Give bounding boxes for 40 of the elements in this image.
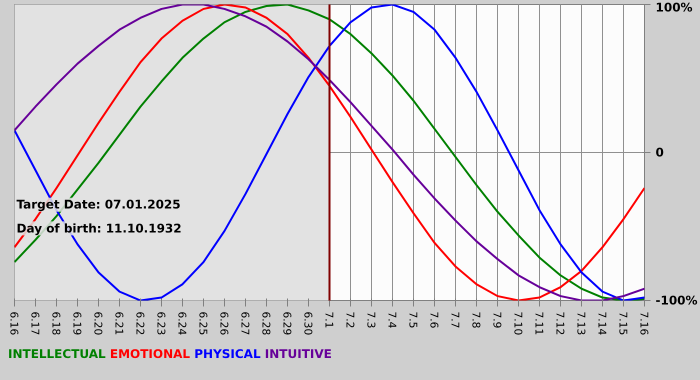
x-tick-label: 7.16 — [638, 312, 650, 336]
x-tick-label: 6.27 — [238, 312, 252, 336]
x-tick-label: 6.29 — [280, 312, 294, 336]
x-tick-label: 6.24 — [176, 312, 188, 336]
x-tick-label: 7.9 — [490, 312, 504, 329]
x-tick-label: 6.25 — [196, 312, 210, 336]
x-tick-label: 7.2 — [344, 312, 356, 328]
x-tick-label: 6.19 — [70, 312, 84, 336]
annotation: Day of birth: 11.10.1932 — [16, 221, 182, 236]
text: EMOTIONAL — [110, 347, 190, 361]
text: PHYSICAL — [194, 347, 261, 361]
x-tick-label: 6.21 — [112, 312, 126, 336]
y-tick-label: 0 — [656, 146, 664, 160]
x-tick-label: 6.22 — [134, 312, 146, 336]
x-tick-label: 7.10 — [512, 312, 524, 336]
x-tick-label: 6.23 — [154, 312, 168, 336]
x-tick-label: 6.16 — [8, 312, 20, 336]
x-tick-label: 6.17 — [28, 312, 42, 336]
x-tick-label: 7.15 — [616, 312, 630, 336]
annotation: Target Date: 07.01.2025 — [16, 198, 181, 212]
x-tick-label: 6.28 — [260, 312, 272, 336]
x-tick-label: 7.5 — [406, 312, 420, 328]
x-tick-label: 6.18 — [50, 312, 62, 336]
x-tick-label: 6.30 — [302, 312, 314, 336]
x-tick-label: 7.7 — [448, 312, 462, 328]
x-tick-label: 7.4 — [386, 312, 398, 329]
x-tick-label: 6.20 — [92, 312, 104, 336]
x-tick-label: 7.6 — [428, 312, 440, 329]
x-tick-label: 7.11 — [532, 312, 546, 336]
x-tick-label: 7.3 — [364, 312, 378, 328]
text: INTELLECTUAL — [8, 347, 106, 361]
x-tick-label: 7.13 — [574, 312, 588, 336]
x-tick-label: 6.26 — [218, 312, 230, 336]
x-tick-label: 7.12 — [554, 312, 566, 336]
x-tick-label: 7.8 — [470, 312, 482, 329]
y-tick-label: 100% — [656, 0, 693, 14]
x-tick-label: 7.1 — [322, 312, 336, 328]
y-tick-label: -100% — [656, 294, 698, 308]
text: INTUITIVE — [264, 347, 332, 361]
x-tick-label: 7.14 — [596, 312, 608, 336]
